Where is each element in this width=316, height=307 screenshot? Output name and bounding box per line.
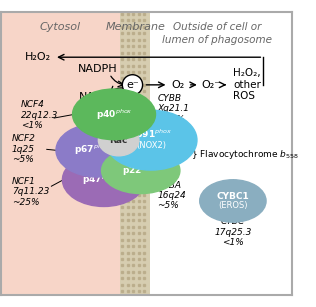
Text: Outside of cell or
lumen of phagosome: Outside of cell or lumen of phagosome [162,22,272,45]
FancyBboxPatch shape [120,12,150,295]
Text: p22$^{phox}$: p22$^{phox}$ [122,163,159,178]
Text: NADP⁺: NADP⁺ [79,92,116,102]
Ellipse shape [98,124,139,156]
Text: CYBC1: CYBC1 [216,192,249,201]
Text: Cytosol: Cytosol [40,22,81,32]
Text: CYBC
17q25.3
<1%: CYBC 17q25.3 <1% [214,217,252,247]
Text: H₂O₂,
other
ROS: H₂O₂, other ROS [233,68,261,101]
FancyBboxPatch shape [1,12,120,295]
Text: p40$^{phox}$: p40$^{phox}$ [96,107,132,122]
Text: NCF2
1q25
~5%: NCF2 1q25 ~5% [12,134,36,164]
Ellipse shape [73,89,155,140]
Text: Membrane: Membrane [105,22,165,32]
Text: p67$^{phox}$: p67$^{phox}$ [75,143,111,157]
Text: p47$^{phox}$: p47$^{phox}$ [82,173,118,187]
Ellipse shape [56,123,139,177]
Ellipse shape [200,180,266,222]
Text: (NOX2): (NOX2) [136,141,166,150]
Ellipse shape [63,153,145,207]
Text: e⁻: e⁻ [126,80,139,90]
Text: O₂⁻: O₂⁻ [201,80,220,90]
Text: CYBB
Xq21.1
~65%: CYBB Xq21.1 ~65% [157,94,189,124]
Text: NADPH: NADPH [78,64,117,74]
Text: (EROS): (EROS) [218,201,248,210]
Text: NCF1
7q11.23
~25%: NCF1 7q11.23 ~25% [12,177,49,207]
FancyBboxPatch shape [150,12,292,295]
Text: CYBA
16q24
~5%: CYBA 16q24 ~5% [157,181,186,210]
Text: Rac: Rac [109,136,128,145]
Ellipse shape [105,110,197,170]
Text: H₂O₂: H₂O₂ [24,52,51,62]
Text: O₂: O₂ [171,80,184,90]
Ellipse shape [101,147,180,194]
Text: } Flavocytochrome $b_{558}$: } Flavocytochrome $b_{558}$ [191,148,300,161]
Text: NCF4
22q12.3
<1%: NCF4 22q12.3 <1% [21,100,58,130]
Text: gp91$^{phox}$: gp91$^{phox}$ [129,127,173,142]
Circle shape [122,75,143,95]
